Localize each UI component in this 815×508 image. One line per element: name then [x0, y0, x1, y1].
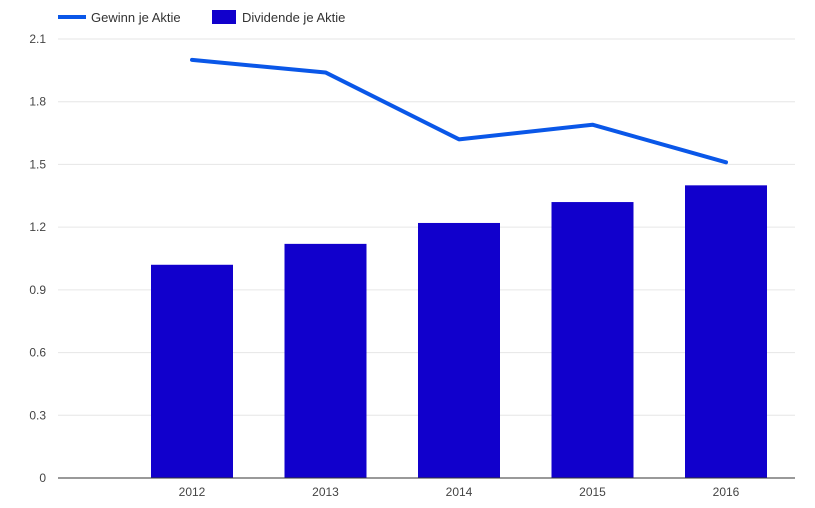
y-tick-label: 0.6: [29, 346, 46, 360]
y-tick-label: 0: [39, 471, 46, 485]
line-gewinn: [190, 57, 728, 165]
x-axis-ticks: 2012 2013 2014 2015 2016: [179, 485, 740, 499]
x-tick-label: 2014: [446, 485, 473, 499]
bar-dividende: [685, 185, 767, 479]
y-tick-label: 1.2: [29, 220, 46, 234]
y-axis-ticks: 0 0.3 0.6 0.9 1.2 1.5 1.8 2.1: [29, 32, 46, 485]
legend-item-gewinn[interactable]: Gewinn je Aktie: [58, 10, 181, 25]
x-tick-label: 2016: [713, 485, 740, 499]
bar-dividende: [551, 202, 634, 479]
legend-label-gewinn: Gewinn je Aktie: [91, 10, 181, 25]
legend-label-dividende: Dividende je Aktie: [242, 10, 345, 25]
y-tick-label: 2.1: [29, 32, 46, 46]
x-tick-label: 2015: [579, 485, 606, 499]
x-tick-label: 2012: [179, 485, 206, 499]
y-tick-label: 0.9: [29, 283, 46, 297]
bar-dividende: [418, 222, 500, 478]
x-tick-label: 2013: [312, 485, 339, 499]
legend-bar-swatch: [212, 10, 236, 24]
legend-item-dividende[interactable]: Dividende je Aktie: [212, 10, 345, 25]
bar-dividende: [151, 264, 233, 478]
y-tick-label: 1.5: [29, 157, 46, 171]
bar-dividende: [284, 243, 367, 478]
y-tick-label: 1.8: [29, 95, 46, 109]
y-tick-label: 0.3: [29, 408, 46, 422]
line-series: [190, 57, 728, 165]
bars: [151, 185, 767, 479]
legend: Gewinn je Aktie Dividende je Aktie: [58, 10, 345, 25]
